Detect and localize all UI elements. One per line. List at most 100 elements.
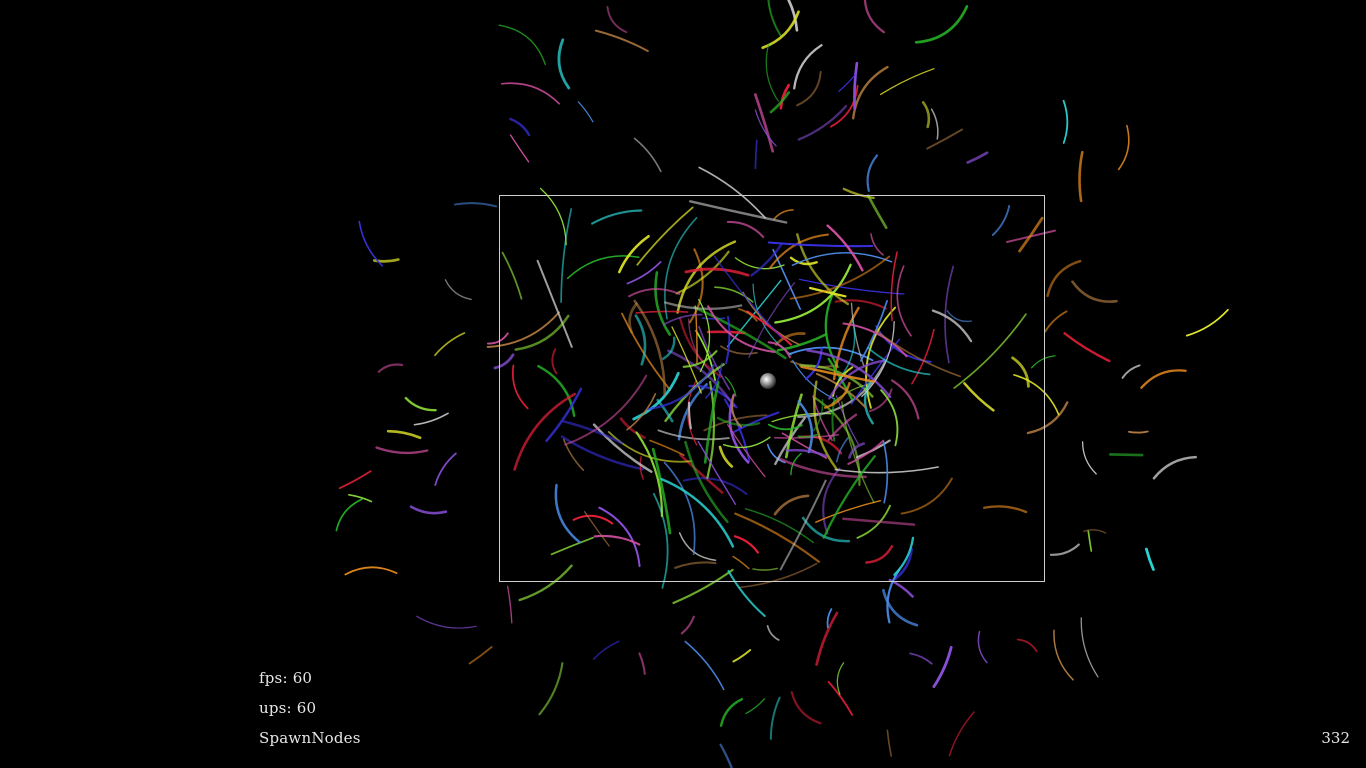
particle-trail: [827, 413, 858, 441]
particle-trail: [793, 44, 823, 90]
particle-trail: [1044, 310, 1068, 333]
particle-trail: [814, 397, 861, 487]
particle-trail: [842, 187, 875, 200]
particle-trail: [719, 697, 744, 727]
particle-trail: [592, 423, 653, 473]
particle-trail: [932, 646, 953, 688]
particle-trail: [834, 299, 887, 310]
particle-trail: [662, 336, 676, 360]
particle-trail: [734, 512, 820, 563]
particle-trail: [838, 74, 856, 92]
particle-trail: [674, 561, 717, 569]
particle-trail: [626, 261, 662, 285]
particle-trail: [386, 429, 422, 440]
particle-trail: [750, 242, 783, 277]
particle-trail: [566, 255, 640, 280]
particle-trail: [731, 393, 743, 428]
particle-trail: [790, 452, 802, 476]
particle-trail: [1013, 374, 1060, 416]
particle-trail: [636, 206, 694, 266]
particle-trail: [689, 200, 788, 224]
particle-trail: [797, 433, 818, 438]
particle-trail: [1083, 529, 1107, 534]
particle-trail: [628, 288, 681, 298]
particle-trail: [651, 447, 672, 535]
particle-trail: [1071, 280, 1118, 303]
particle-trail: [628, 302, 638, 334]
particle-trail: [766, 443, 786, 464]
particle-trail: [634, 314, 647, 366]
particle-trail: [697, 440, 737, 505]
particle-trail: [486, 332, 509, 345]
particle-trail: [767, 423, 803, 431]
particle-trail: [727, 424, 766, 478]
particle-trail: [809, 286, 847, 298]
particle-trail: [880, 389, 899, 447]
particle-trail: [679, 453, 724, 494]
particle-trail: [514, 314, 570, 351]
particle-trail: [554, 483, 581, 544]
particle-trail: [822, 455, 876, 539]
particle-trail: [745, 698, 766, 715]
particle-trail: [779, 83, 791, 110]
particle-trail: [816, 372, 867, 408]
particle-trail: [635, 310, 689, 314]
particle-trail: [823, 381, 851, 409]
particle-trail: [909, 652, 933, 665]
particle-trail: [635, 431, 664, 518]
particle-trail: [761, 10, 800, 50]
particle-trail: [886, 729, 893, 757]
particle-trail: [564, 374, 648, 446]
particle-trail: [724, 376, 737, 397]
particle-trail: [847, 439, 885, 465]
particle-trail: [863, 0, 886, 34]
particle-trail: [930, 108, 939, 140]
particle-trail: [791, 252, 893, 266]
particle-trail: [948, 711, 975, 757]
particle-trail: [434, 332, 466, 357]
particle-trail: [789, 256, 818, 266]
particle-trail: [867, 346, 931, 376]
particle-trail: [633, 137, 662, 173]
particle-trail: [754, 109, 777, 147]
particle-trail: [409, 505, 448, 515]
particle-trail: [1031, 355, 1056, 369]
particle-trail: [863, 380, 874, 425]
particle-trail: [754, 139, 758, 170]
particle-trail: [746, 310, 792, 346]
particle-trail: [671, 326, 702, 394]
particle-trail: [698, 325, 731, 391]
particle-trail: [539, 187, 567, 246]
particle-trail: [695, 329, 716, 381]
particle-trail: [911, 328, 935, 385]
particle-trail: [701, 317, 726, 320]
fps-value: 60: [292, 669, 313, 687]
particle-trail: [767, 341, 791, 359]
particle-trail: [931, 309, 973, 343]
particle-trail: [836, 662, 845, 696]
particle-trail: [718, 445, 734, 468]
particle-trail: [493, 353, 515, 370]
particle-trail: [714, 286, 754, 303]
attractor-orb[interactable]: [760, 373, 776, 389]
particle-trail: [358, 220, 383, 267]
particle-trail: [1016, 638, 1038, 653]
particle-trail: [853, 61, 859, 111]
particle-trail: [591, 209, 643, 225]
particle-trail: [841, 401, 875, 504]
particle-trail: [698, 298, 711, 373]
particle-trail: [707, 305, 776, 353]
particle-trail: [804, 347, 823, 381]
particle-trail: [672, 568, 734, 605]
fps-label: fps:: [259, 669, 288, 687]
particle-trail: [738, 308, 758, 322]
particle-trail: [607, 431, 693, 463]
particle-trail: [348, 493, 373, 503]
particle-trail: [593, 534, 641, 546]
particle-trail: [842, 517, 916, 526]
particle-trail: [680, 615, 695, 635]
particle-trail: [338, 470, 372, 490]
particle-trail: [1117, 124, 1130, 171]
